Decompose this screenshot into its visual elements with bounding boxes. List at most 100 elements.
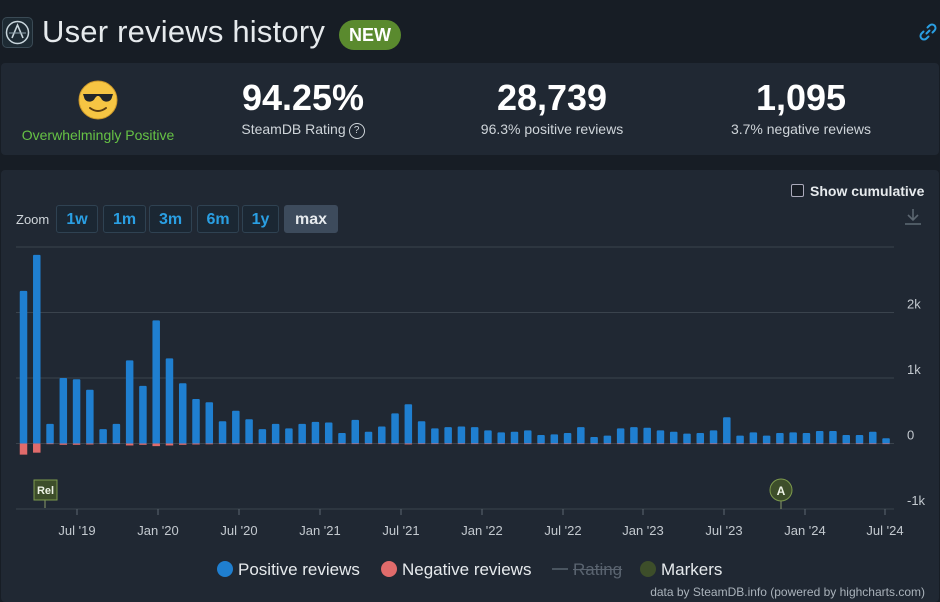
positive-bar[interactable]	[86, 389, 94, 444]
negative-bar[interactable]	[709, 443, 718, 445]
positive-bar[interactable]	[178, 383, 187, 444]
positive-bar[interactable]	[125, 360, 134, 444]
negative-bar[interactable]	[285, 443, 293, 445]
negative-bar[interactable]	[431, 443, 439, 445]
positive-bar[interactable]	[59, 378, 68, 444]
positive-bar[interactable]	[245, 419, 253, 444]
negative-bar[interactable]	[311, 443, 320, 445]
positive-bar[interactable]	[776, 433, 784, 444]
positive-bar[interactable]	[829, 431, 837, 444]
negative-bar[interactable]	[470, 443, 479, 445]
negative-bar[interactable]	[829, 443, 837, 445]
positive-bar[interactable]	[802, 433, 811, 444]
positive-bar[interactable]	[736, 435, 744, 444]
positive-bar[interactable]	[271, 423, 280, 444]
negative-bar[interactable]	[484, 443, 492, 445]
positive-bar[interactable]	[563, 433, 572, 444]
positive-bar[interactable]	[285, 428, 293, 444]
negative-bar[interactable]	[802, 443, 811, 445]
negative-bar[interactable]	[882, 443, 890, 445]
negative-bar[interactable]	[19, 443, 28, 455]
negative-bar[interactable]	[351, 443, 360, 445]
negative-bar[interactable]	[696, 443, 705, 445]
positive-bar[interactable]	[683, 433, 691, 444]
negative-bar[interactable]	[324, 443, 333, 445]
negative-bar[interactable]	[736, 443, 744, 445]
negative-bar[interactable]	[762, 443, 771, 445]
negative-bar[interactable]	[33, 443, 41, 453]
negative-bar[interactable]	[457, 443, 466, 445]
positive-bar[interactable]	[364, 431, 373, 444]
zoom-1y-button[interactable]: 1y	[242, 205, 279, 233]
negative-bar[interactable]	[550, 443, 559, 445]
positive-bar[interactable]	[205, 402, 214, 444]
positive-bar[interactable]	[152, 320, 160, 444]
positive-bar[interactable]	[842, 434, 850, 444]
negative-bar[interactable]	[643, 443, 651, 445]
positive-bar[interactable]	[311, 421, 320, 444]
legend-markers[interactable]: Markers	[640, 560, 722, 580]
positive-bar[interactable]	[46, 423, 54, 444]
checkbox-box[interactable]	[791, 184, 804, 197]
legend-positive[interactable]: Positive reviews	[217, 560, 360, 580]
positive-bar[interactable]	[550, 434, 559, 444]
negative-bar[interactable]	[338, 443, 346, 445]
negative-bar[interactable]	[298, 443, 306, 445]
negative-bar[interactable]	[616, 443, 625, 445]
positive-bar[interactable]	[882, 438, 890, 444]
zoom-3m-button[interactable]: 3m	[149, 205, 192, 233]
download-icon[interactable]	[904, 207, 922, 227]
positive-bar[interactable]	[603, 435, 612, 444]
negative-bar[interactable]	[46, 443, 54, 445]
negative-bar[interactable]	[869, 443, 877, 445]
positive-bar[interactable]	[232, 410, 240, 444]
positive-bar[interactable]	[510, 431, 519, 444]
negative-bar[interactable]	[577, 443, 585, 445]
positive-bar[interactable]	[192, 398, 200, 444]
positive-bar[interactable]	[484, 430, 492, 444]
negative-bar[interactable]	[245, 443, 253, 445]
negative-bar[interactable]	[842, 443, 850, 445]
negative-bar[interactable]	[404, 443, 413, 445]
positive-bar[interactable]	[577, 427, 585, 444]
positive-bar[interactable]	[723, 417, 731, 444]
positive-bar[interactable]	[537, 434, 545, 444]
positive-bar[interactable]	[378, 426, 386, 444]
positive-bar[interactable]	[616, 428, 625, 444]
positive-bar[interactable]	[218, 421, 227, 444]
positive-bar[interactable]	[72, 379, 81, 444]
zoom-1w-button[interactable]: 1w	[56, 205, 98, 233]
positive-bar[interactable]	[338, 433, 346, 444]
positive-bar[interactable]	[351, 419, 360, 444]
negative-bar[interactable]	[497, 443, 505, 445]
positive-bar[interactable]	[630, 427, 638, 444]
negative-bar[interactable]	[683, 443, 691, 445]
negative-bar[interactable]	[86, 443, 94, 445]
negative-bar[interactable]	[258, 443, 267, 445]
negative-bar[interactable]	[510, 443, 519, 445]
negative-bar[interactable]	[630, 443, 638, 445]
positive-bar[interactable]	[643, 427, 651, 444]
negative-bar[interactable]	[271, 443, 280, 445]
release-marker[interactable]: Rel	[33, 479, 58, 508]
negative-bar[interactable]	[99, 443, 107, 445]
negative-bar[interactable]	[855, 443, 864, 445]
positive-bar[interactable]	[324, 422, 333, 444]
positive-bar[interactable]	[524, 430, 532, 444]
negative-bar[interactable]	[205, 443, 214, 445]
link-icon[interactable]	[918, 22, 938, 42]
negative-bar[interactable]	[165, 443, 174, 446]
positive-bar[interactable]	[19, 290, 28, 444]
negative-bar[interactable]	[59, 443, 68, 445]
negative-bar[interactable]	[417, 443, 426, 445]
negative-bar[interactable]	[656, 443, 665, 445]
positive-bar[interactable]	[444, 427, 452, 444]
positive-bar[interactable]	[391, 413, 399, 444]
positive-bar[interactable]	[112, 423, 121, 444]
positive-bar[interactable]	[99, 429, 107, 444]
negative-bar[interactable]	[524, 443, 532, 445]
positive-bar[interactable]	[457, 426, 466, 444]
negative-bar[interactable]	[789, 443, 797, 445]
negative-bar[interactable]	[112, 443, 121, 445]
legend-negative[interactable]: Negative reviews	[381, 560, 531, 580]
